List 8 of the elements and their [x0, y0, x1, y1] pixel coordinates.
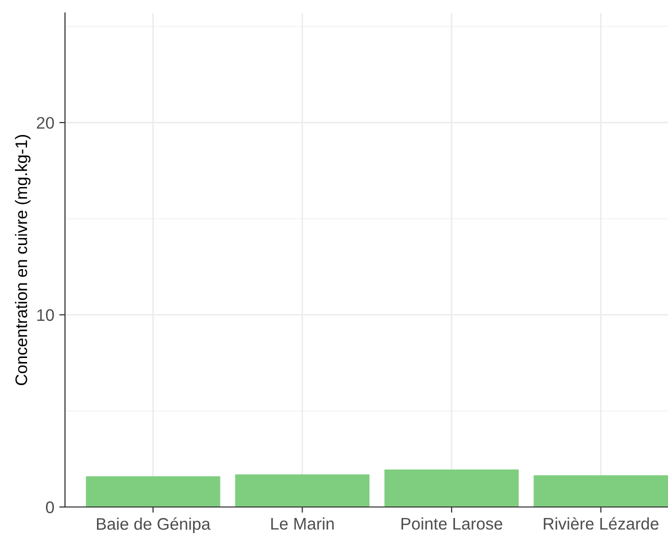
y-tick-label: 10 — [37, 309, 54, 321]
x-tick-label: Le Marin — [271, 517, 334, 530]
x-tick-label: Baie de Génipa — [96, 517, 211, 534]
y-tick-label: 20 — [36, 116, 54, 129]
x-tick-label: Rivière Lézarde — [544, 517, 658, 530]
y-axis-title: Concentration en cuivre (mg.kg-1) — [14, 135, 30, 386]
y-tick-label: 0 — [46, 501, 54, 514]
x-tick-label: Pointe Larose — [402, 517, 502, 530]
